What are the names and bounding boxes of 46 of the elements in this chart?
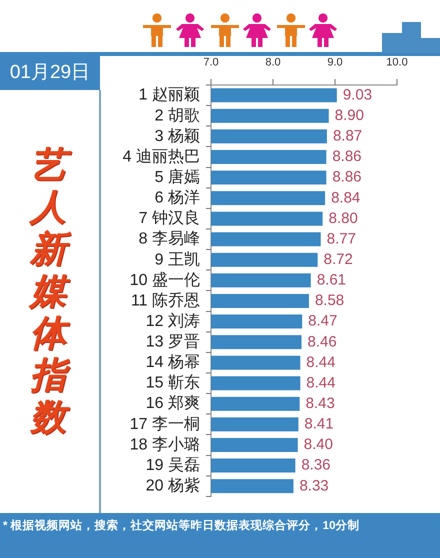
data-label: 8.87 <box>332 128 362 145</box>
data-label: 8.84 <box>331 189 360 206</box>
data-label: 8.72 <box>324 250 353 268</box>
data-label: 8.80 <box>328 210 358 227</box>
data-label: 8.86 <box>332 168 362 186</box>
data-label: 8.36 <box>301 456 331 474</box>
y-tick-label: 20 杨紫 <box>146 476 200 495</box>
y-tick-label: 5 唐嫣 <box>154 168 200 186</box>
x-tick-label: 7.0 <box>203 56 219 68</box>
y-tick-label: 10 盛一伦 <box>130 270 200 289</box>
y-tick-label: 11 陈乔恩 <box>130 291 200 310</box>
x-tick-label: 9.0 <box>327 56 343 68</box>
x-tick-label: 10.0 <box>386 56 408 68</box>
y-tick-label: 7 钟汉良 <box>138 209 200 228</box>
data-label: 9.03 <box>342 86 372 104</box>
data-label: 8.90 <box>334 106 364 124</box>
data-label: 8.61 <box>316 272 346 289</box>
data-label: 8.44 <box>306 354 336 371</box>
data-label: 8.47 <box>308 312 338 330</box>
data-label: 8.77 <box>326 230 356 248</box>
y-tick-label: 12 刘涛 <box>146 312 200 330</box>
data-label: 8.43 <box>306 394 335 412</box>
y-tick-label: 16 郑爽 <box>146 394 200 412</box>
y-tick-label: 19 吴磊 <box>146 456 200 474</box>
y-tick-label: 6 杨洋 <box>154 190 200 207</box>
y-tick-label: 18 李小璐 <box>130 435 200 454</box>
y-tick-label: 4 迪丽热巴 <box>122 147 200 166</box>
data-label: 8.44 <box>306 374 336 392</box>
y-tick-label: 17 李一桐 <box>130 414 200 433</box>
data-label: 8.86 <box>332 148 362 166</box>
y-tick-label: 1 赵丽颖 <box>138 86 200 104</box>
y-tick-label: 15 靳东 <box>146 374 200 392</box>
y-tick-label: 8 李易峰 <box>138 230 200 248</box>
y-tick-label: 14 杨幂 <box>146 354 200 372</box>
text: * 根据视频网站，搜索，社交网站等昨日数据表现综合评分，10分制 <box>2 519 360 534</box>
text: 01月29日 <box>0 55 100 90</box>
y-tick-label: 3 杨颖 <box>154 128 200 145</box>
x-tick-label: 8.0 <box>265 56 281 68</box>
data-label: 8.46 <box>308 333 337 350</box>
y-tick-label: 13 罗晋 <box>146 334 200 351</box>
data-label: 8.58 <box>314 292 344 310</box>
data-label: 8.40 <box>304 436 334 454</box>
y-tick-label: 9 王凯 <box>154 250 200 268</box>
data-label: 8.41 <box>304 416 334 433</box>
y-tick-label: 2 胡歌 <box>154 106 200 124</box>
data-label: 8.33 <box>299 477 329 494</box>
